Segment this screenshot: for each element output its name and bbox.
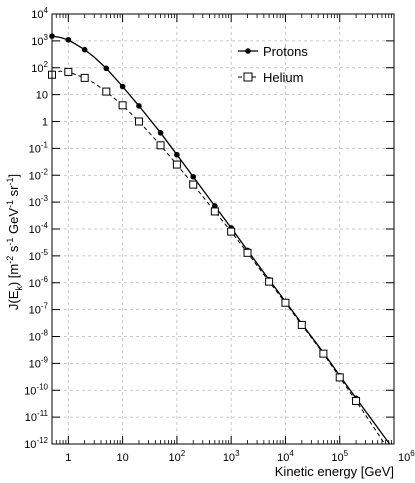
data-point-helium bbox=[335, 373, 344, 382]
data-point-helium bbox=[243, 248, 252, 257]
legend-protons-marker bbox=[245, 48, 251, 54]
data-point-helium bbox=[297, 320, 306, 329]
data-point-helium bbox=[189, 180, 198, 189]
data-point-helium bbox=[210, 207, 219, 216]
data-point-protons bbox=[174, 151, 180, 158]
data-point-helium bbox=[134, 117, 143, 126]
x-tick-label: 10 bbox=[116, 452, 128, 464]
data-point-helium bbox=[352, 396, 361, 405]
data-point-protons bbox=[136, 103, 142, 109]
series-layer bbox=[48, 33, 391, 444]
y-tick-label: 10-5 bbox=[29, 248, 49, 263]
x-axis-label: Kinetic energy [GeV] bbox=[275, 464, 394, 479]
y-tick-label: 104 bbox=[31, 6, 48, 21]
data-point-helium bbox=[265, 277, 274, 286]
y-tick-label: 10-3 bbox=[29, 194, 49, 209]
data-point-protons bbox=[65, 36, 72, 43]
data-point-helium bbox=[80, 73, 89, 82]
data-point-helium bbox=[102, 87, 111, 96]
y-tick-label: 10-7 bbox=[29, 302, 49, 317]
y-tick-label: 10-2 bbox=[29, 167, 49, 182]
y-tick-label: 10-12 bbox=[24, 436, 48, 451]
y-tick-label: 10-10 bbox=[24, 382, 48, 397]
series-line-helium bbox=[52, 70, 386, 444]
data-point-helium bbox=[64, 67, 73, 76]
data-point-protons bbox=[157, 129, 164, 136]
y-tick-label: 103 bbox=[31, 33, 48, 48]
x-tick-label: 105 bbox=[331, 449, 348, 464]
y-tick-label: 10-6 bbox=[29, 275, 49, 290]
y-tick-label: 10 bbox=[36, 90, 48, 102]
y-tick-label: 102 bbox=[31, 60, 48, 75]
data-point-helium bbox=[118, 101, 127, 110]
data-point-helium bbox=[227, 227, 236, 236]
y-tick-label: 10-4 bbox=[29, 221, 49, 236]
y-axis-label: J(Ek) [m-2 s-1 GeV-1 sr-1] bbox=[5, 174, 24, 310]
y-tick-label: 10-9 bbox=[29, 355, 49, 370]
data-point-protons bbox=[119, 83, 126, 90]
data-point-helium bbox=[156, 141, 165, 150]
data-point-protons bbox=[212, 203, 218, 209]
data-point-protons bbox=[81, 46, 88, 53]
tick-labels: 1 10 102 103 104 105 10610410310210110-110-210… bbox=[24, 6, 415, 464]
legend: Protons Helium bbox=[238, 44, 308, 85]
y-tick-label: 1 bbox=[42, 117, 48, 129]
legend-helium-marker bbox=[243, 72, 253, 82]
x-tick-label: 106 bbox=[398, 449, 415, 464]
ticks bbox=[51, 13, 395, 445]
y-tick-label: 10-8 bbox=[29, 329, 49, 344]
y-tick-label: 10-11 bbox=[25, 409, 49, 424]
x-tick-label: 104 bbox=[277, 449, 294, 464]
data-point-protons bbox=[103, 65, 110, 72]
x-tick-label: 102 bbox=[169, 449, 186, 464]
data-point-helium bbox=[281, 298, 290, 307]
legend-protons-label: Protons bbox=[263, 44, 308, 59]
y-tick-label: 10-1 bbox=[29, 140, 49, 155]
data-point-protons bbox=[190, 173, 197, 180]
x-tick-label: 1 bbox=[65, 452, 71, 464]
legend-helium-label: Helium bbox=[263, 70, 303, 85]
x-tick-label: 103 bbox=[223, 449, 240, 464]
series-line-protons bbox=[52, 35, 391, 444]
data-point-helium bbox=[172, 160, 181, 169]
data-point-helium bbox=[319, 349, 328, 358]
